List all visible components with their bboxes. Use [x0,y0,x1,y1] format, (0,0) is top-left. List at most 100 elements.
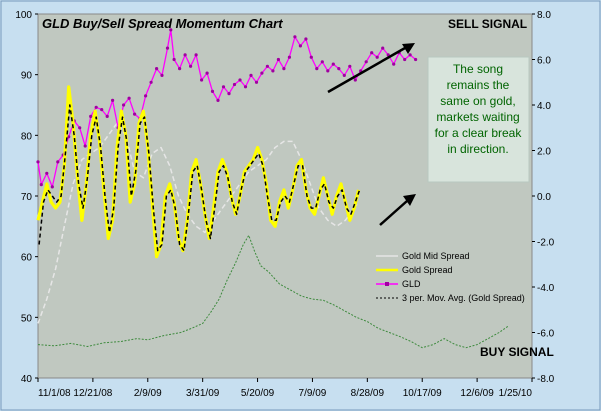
gld-point [309,55,313,59]
gld-point [304,37,308,41]
right-tick-label: -2.0 [537,238,555,249]
series-line [36,85,361,259]
gld-point [122,103,126,107]
gld-point [210,89,215,93]
gld-point [326,69,330,73]
gld-point [375,55,379,59]
gld-point [172,57,176,62]
gld-point [39,183,43,187]
gld-point [221,85,226,89]
gld-point [364,60,368,64]
gld-point [127,96,131,100]
gld-point [83,144,87,148]
right-tick-label: 8.0 [537,10,551,21]
gld-point [414,57,418,62]
gld-point [337,67,341,71]
gld-point [403,57,407,62]
right-tick-label: 0.0 [537,192,551,203]
gld-point [183,53,187,57]
gld-point [408,53,412,57]
gld-point [276,57,280,62]
note-line: for a clear break [435,126,523,140]
gld-point [78,126,82,130]
legend-label: Gold Spread [402,265,453,275]
right-axis: -8.0 -6.0 -4.0 -2.0 0.0 2.0 4.0 6.0 8.0 [532,10,555,385]
x-tick-label: 12/6/09 [460,388,494,399]
gld-point [45,171,49,175]
gld-point [254,80,259,84]
legend: Gold Mid Spread Gold Spread GLD 3 per. Mov.… [376,251,525,303]
gld-point [298,44,302,48]
gld-point [56,160,60,164]
gld-point [331,62,335,66]
gld-point [100,108,104,112]
right-tick-label: 4.0 [537,101,551,112]
gld-point [144,94,148,98]
gld-point [94,105,98,109]
note-text: The song remains the same on gold, markets … [435,62,523,156]
gld-point [271,69,275,73]
gld-point [243,85,248,89]
gld-point [178,67,182,71]
right-tick-label: 2.0 [537,147,551,158]
gld-point [265,64,269,68]
left-tick-label: 90 [21,71,33,82]
series-group [36,28,509,349]
gld-point [282,67,286,71]
x-tick-label: 3/31/09 [186,388,220,399]
right-tick-label: -6.0 [537,329,555,340]
buy-signal-label: BUY SIGNAL [480,345,554,359]
gld-point [260,71,264,75]
x-tick-label: 8/28/09 [351,388,385,399]
gld-point [342,73,346,77]
gld-point [238,78,242,82]
gld-point [111,98,115,102]
left-tick-label: 40 [21,374,33,385]
gld-point [194,53,198,57]
chart-title: GLD Buy/Sell Spread Momentum Chart [42,16,283,31]
gld-point [216,98,220,102]
gld-point [165,46,170,50]
legend-label: 3 per. Mov. Avg. (Gold Spread) [402,293,525,303]
x-tick-label: 2/9/09 [134,388,162,399]
gld-point [348,64,352,68]
buy-arrow [379,194,416,226]
gld-point [370,51,374,55]
gld-point [386,53,390,57]
note-line: remains the [447,78,510,92]
gld-point [353,78,357,82]
x-tick-label: 12/21/08 [73,388,112,399]
right-tick-label: -8.0 [537,374,555,385]
gld-point [287,55,291,59]
gld-point [189,64,193,68]
gld-point [133,112,137,116]
left-tick-label: 80 [21,131,33,142]
legend-label: Gold Mid Spread [402,251,470,261]
x-tick-label: 5/20/09 [241,388,275,399]
x-tick-label: 1/25/10 [499,388,533,399]
note-line: The song [453,62,503,76]
series-line [38,104,361,252]
gld-point [381,46,385,50]
gld-point [105,114,109,118]
gld-point [169,28,173,32]
gld-point [160,73,164,77]
gld-point [293,35,297,39]
gld-point [149,80,153,84]
gld-point [392,62,396,66]
gld-point [67,135,71,139]
left-tick-label: 50 [21,313,33,324]
note-line: same on gold, [440,94,515,108]
left-tick-label: 100 [15,10,32,21]
note-line: markets waiting [436,110,519,124]
left-axis: 40 50 60 70 80 90 100 [15,10,38,385]
gld-point [155,67,159,71]
gld-point [36,160,40,164]
x-tick-label: 10/17/09 [403,388,442,399]
sell-arrow [327,43,415,94]
legend-marker [385,282,389,286]
gld-point [205,71,209,75]
left-tick-label: 70 [21,192,33,203]
right-tick-label: 6.0 [537,56,551,67]
